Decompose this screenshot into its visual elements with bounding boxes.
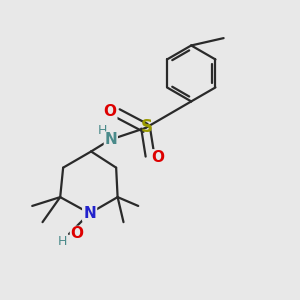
Text: H: H: [58, 236, 68, 248]
Text: O: O: [104, 104, 117, 119]
Text: O: O: [70, 226, 83, 242]
Text: N: N: [104, 132, 117, 147]
Text: S: S: [140, 118, 152, 136]
Text: O: O: [151, 150, 164, 165]
Text: H: H: [98, 124, 107, 137]
Text: N: N: [83, 206, 96, 221]
